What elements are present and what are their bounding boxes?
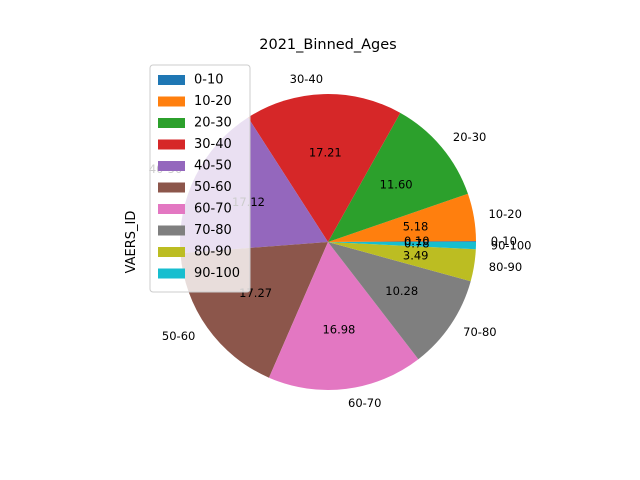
legend-swatch-0-10: [158, 75, 185, 85]
pie-slice-90-100: [328, 242, 476, 250]
legend: 0-10 10-20 20-30 30-40 40-50 50-60 60-70 70-80 8…: [149, 64, 251, 293]
percentage-labels: 0.105.1811.6017.2117.1217.2716.9810.283.…: [232, 146, 430, 337]
pie-slice-70-80: [328, 242, 471, 360]
legend-swatch-30-40: [158, 139, 185, 150]
legend-label-70-80: 70-80: [194, 223, 232, 238]
legend-swatch-20-30: [158, 118, 185, 128]
legend-swatch-10-20: [158, 96, 185, 107]
pie-slice-0-10: [328, 241, 477, 242]
category-label-70-80: 70-80: [463, 325, 496, 339]
pie-slice-60-70: [268, 242, 419, 391]
legend-label-0-10: 0-10: [194, 73, 224, 88]
legend-label-40-50: 40-50: [194, 159, 232, 174]
pie-slice-20-30: [328, 112, 468, 242]
percentage-label-30-40: 17.21: [309, 146, 342, 160]
legend-swatch-50-60: [158, 182, 185, 193]
legend-label-30-40: 30-40: [194, 137, 232, 152]
percentage-label-60-70: 16.98: [322, 323, 355, 337]
legend-swatch-90-100: [158, 268, 185, 279]
category-label-0-10: 0-10: [491, 234, 517, 248]
pie-slice-10-20: [328, 193, 476, 242]
legend-swatch-40-50: [158, 161, 185, 171]
legend-label-90-100: 90-100: [194, 266, 240, 281]
legend-label-60-70: 60-70: [194, 202, 232, 217]
legend-swatch-80-90: [158, 247, 185, 257]
legend-swatch-60-70: [158, 204, 185, 214]
legend-swatch-70-80: [158, 225, 185, 236]
y-axis-label: VAERS_ID: [124, 211, 139, 274]
category-label-30-40: 30-40: [290, 72, 323, 86]
legend-label-20-30: 20-30: [194, 116, 232, 131]
percentage-label-70-80: 10.28: [385, 284, 418, 298]
category-label-90-100: 90-100: [491, 238, 532, 252]
percentage-label-80-90: 3.49: [403, 249, 429, 263]
category-label-10-20: 10-20: [488, 207, 521, 221]
category-label-60-70: 60-70: [348, 396, 381, 410]
legend-label-50-60: 50-60: [194, 180, 232, 195]
category-label-50-60: 50-60: [162, 329, 195, 343]
category-label-80-90: 80-90: [489, 260, 522, 274]
percentage-label-0-10: 0.10: [404, 234, 430, 248]
pie-slice-30-40: [248, 94, 401, 242]
chart-title: 2021_Binned_Ages: [259, 37, 396, 53]
percentage-label-10-20: 5.18: [403, 220, 429, 234]
percentage-label-90-100: 0.78: [404, 237, 430, 251]
category-label-20-30: 20-30: [453, 130, 486, 144]
category-labels: 0-10 10-20 20-30 30-40 40-50 50-60 60-70 70-80 8…: [149, 72, 532, 410]
percentage-label-20-30: 11.60: [380, 178, 413, 192]
legend-label-10-20: 10-20: [194, 94, 232, 109]
legend-label-80-90: 80-90: [194, 245, 232, 260]
pie-slice-80-90: [328, 242, 476, 282]
